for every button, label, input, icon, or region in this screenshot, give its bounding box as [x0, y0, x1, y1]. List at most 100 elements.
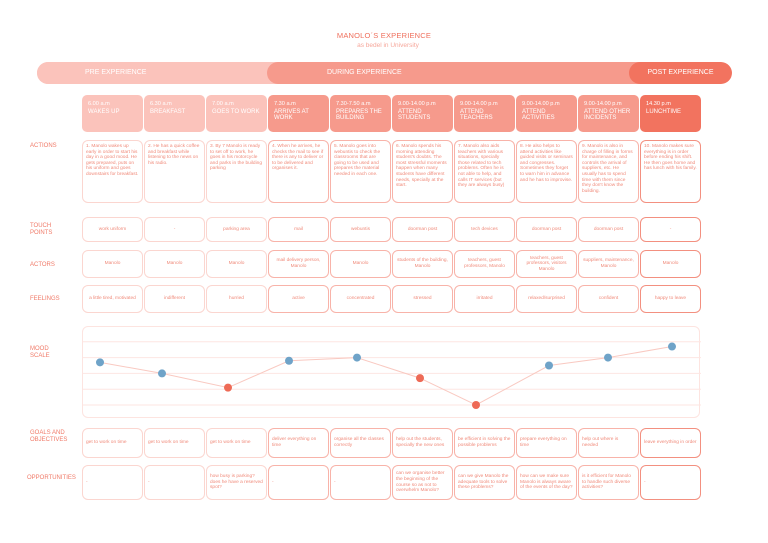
step-header: 9.00-14.00 p.m ATTEND TEACHERS — [454, 95, 515, 132]
touch-point-card: doorman post — [392, 217, 453, 242]
action-card: 9. Manolo is also in charge of filling i… — [578, 140, 639, 203]
goal-card-text: get to work on time — [148, 440, 189, 446]
feeling-card: concentrated — [330, 285, 391, 313]
touch-point-card-text: doorman post — [531, 226, 562, 232]
goal-card-text: deliver everything on time — [272, 437, 317, 448]
action-card-text: 4. When he arrives, he checks the mail t… — [272, 144, 324, 172]
step-title: ATTEND STUDENTS — [398, 108, 431, 122]
row-label-mood-scale: MOOD SCALE — [30, 346, 50, 359]
opportunity-card-text: - — [272, 479, 274, 485]
step-title: WAKES UP — [88, 108, 120, 115]
goal-card: get to work on time — [82, 428, 143, 458]
opportunity-card-text: can we give Manolo the adequate tools to… — [458, 474, 509, 491]
step-title: ATTEND OTHER INCIDENTS — [584, 108, 631, 122]
action-card: 6. Manolo spends his morning attending s… — [392, 140, 453, 203]
map-title: MANOLO´S EXPERIENCE — [336, 31, 432, 40]
row-label-touch-points: TOUCH POINTS — [30, 223, 53, 236]
opportunity-card: - — [640, 465, 701, 500]
goal-card-text: organise all the classes correctly — [334, 437, 384, 448]
feeling-card: happy to leave — [640, 285, 701, 313]
feeling-card: active — [268, 285, 329, 313]
goal-card: help out where is needed — [578, 428, 639, 458]
actor-card-text: teachers, guest professors, Manolo — [464, 258, 505, 269]
step-header: 9.00-14.00 p.m ATTEND OTHER INCIDENTS — [578, 95, 639, 132]
step-title: LUNCHTIME — [646, 108, 682, 115]
action-card-text: 2. He has a quick coffee and breakfast w… — [148, 144, 200, 166]
mood-point — [353, 353, 361, 362]
step-time: 9.00-14.00 p.m — [460, 101, 498, 107]
map-subtitle: as bedel in University — [357, 42, 419, 49]
row-label-actors: ACTORS — [30, 262, 55, 268]
mood-scale-chart — [82, 326, 701, 418]
step-header: 9.00-14.00 p.m ATTEND ACTIVITIES — [516, 95, 577, 132]
actor-card-text: Manolo — [166, 261, 183, 267]
feeling-card-text: relaxed/surprised — [528, 296, 565, 302]
goal-card: be efficient in solving the possible pro… — [454, 428, 515, 458]
mood-point — [545, 361, 553, 370]
touch-point-card-text: doorman post — [407, 226, 438, 232]
mood-chart-svg — [83, 341, 701, 409]
action-card-text: 10. Manolo makes sure everything is in o… — [644, 144, 697, 172]
feeling-card-text: stressed — [413, 296, 432, 302]
action-card-text: 9. Manolo is also in charge of filling i… — [582, 144, 633, 194]
actor-card-text: students of the building, Manolo — [397, 258, 448, 269]
step-header: 7.30-7.50 a.m PREPARES THE BUILDING — [330, 95, 391, 132]
goal-card-text: prepare everything on time — [520, 437, 567, 448]
mood-point — [416, 374, 424, 383]
step-title: ATTEND TEACHERS — [460, 108, 493, 122]
feeling-card: a little tired, motivated — [82, 285, 143, 313]
goal-card-text: help out where is needed — [582, 437, 619, 448]
feeling-card: confident — [578, 285, 639, 313]
step-title: BREAKFAST — [150, 108, 186, 115]
feeling-card: relaxed/surprised — [516, 285, 577, 313]
feeling-card-text: a little tired, motivated — [89, 296, 136, 302]
touch-point-card: webuntis — [330, 217, 391, 242]
step-header: 6.00 a.m WAKES UP — [82, 95, 143, 132]
touch-point-card: parking area — [206, 217, 267, 242]
phase-during-experience: DURING EXPERIENCE — [267, 62, 647, 84]
goal-card-text: leave everything in order — [644, 440, 697, 446]
touch-point-card-text: work uniform — [98, 226, 127, 232]
phase-post-experience: POST EXPERIENCE — [629, 62, 732, 84]
action-card: 2. He has a quick coffee and breakfast w… — [144, 140, 205, 203]
mood-point — [472, 401, 480, 409]
step-title: PREPARES THE BUILDING — [336, 108, 382, 122]
touch-point-card: mail — [268, 217, 329, 242]
step-header: 14.30 p.m LUNCHTIME — [640, 95, 701, 132]
action-card-text: 3. By 7 Manolo is ready to set off to wo… — [210, 144, 263, 172]
mood-point — [285, 356, 293, 365]
opportunity-card-text: - — [86, 479, 88, 485]
step-header: 6.30 a.m BREAKFAST — [144, 95, 205, 132]
touch-point-card-text: webuntis — [351, 226, 370, 232]
step-time: 7.00 a.m — [212, 101, 234, 107]
feeling-card: irritated — [454, 285, 515, 313]
action-card: 1. Manolo wakes up early in order to sta… — [82, 140, 143, 203]
action-card: 8. He also helps to attend activities li… — [516, 140, 577, 203]
feeling-card-text: irritated — [476, 296, 493, 302]
mood-point — [96, 358, 104, 367]
actor-card-text: teachers, guest professors, visitors Man… — [526, 255, 567, 272]
phase-bar: PRE EXPERIENCE DURING EXPERIENCE POST EX… — [37, 62, 732, 84]
opportunity-card-text: how can we make sure Manolo is always aw… — [520, 474, 573, 491]
touch-point-card-text: parking area — [223, 226, 250, 232]
touch-point-card: doorman post — [578, 217, 639, 242]
action-card: 7. Manolo also aids teachers with variou… — [454, 140, 515, 203]
step-title: GOES TO WORK — [212, 108, 260, 115]
feeling-card-text: active — [292, 296, 305, 302]
mood-point — [158, 369, 166, 378]
action-card: 4. When he arrives, he checks the mail t… — [268, 140, 329, 203]
phase-pre-experience: PRE EXPERIENCE — [37, 62, 277, 84]
opportunity-card: - — [144, 465, 205, 500]
touch-point-card: tech devices — [454, 217, 515, 242]
actor-card-text: mail delivery person, Manolo — [276, 258, 321, 269]
actor-card: Manolo — [144, 250, 205, 278]
goal-card: help out the students, specially the new… — [392, 428, 453, 458]
opportunity-card: can we give Manolo the adequate tools to… — [454, 465, 515, 500]
goal-card-text: get to work on time — [86, 440, 127, 446]
action-card: 10. Manolo makes sure everything is in o… — [640, 140, 701, 203]
goal-card: leave everything in order — [640, 428, 701, 458]
action-card-text: 8. He also helps to attend activities li… — [520, 144, 573, 183]
goal-card: get to work on time — [206, 428, 267, 458]
step-header: 7.00 a.m GOES TO WORK — [206, 95, 267, 132]
touch-point-card-text: tech devices — [471, 226, 498, 232]
